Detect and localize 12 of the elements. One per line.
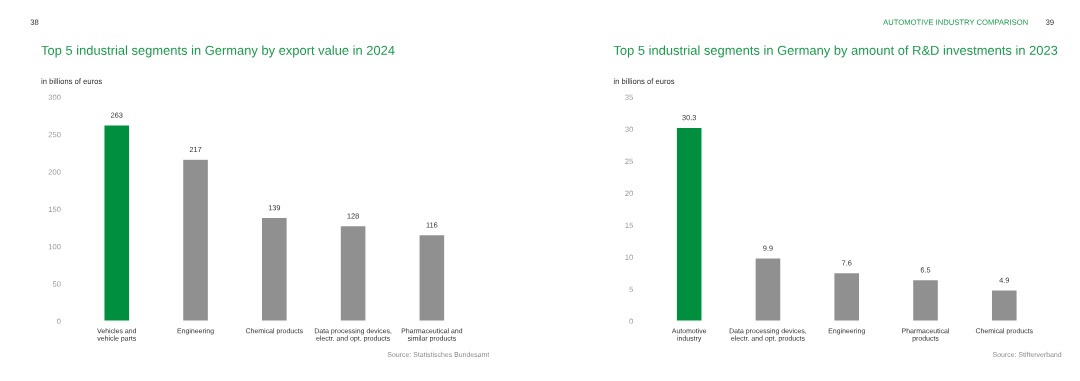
bar — [418, 233, 446, 322]
bar — [675, 126, 703, 322]
bar — [260, 216, 289, 322]
bar — [833, 271, 861, 322]
bar — [754, 257, 782, 322]
bar — [990, 289, 1018, 322]
bar — [181, 158, 210, 322]
bar — [911, 278, 940, 322]
chart-title: Top 5 industrial segments in Germany by export value in 2024 — [41, 45, 395, 58]
bar — [103, 124, 131, 322]
chart-title: Top 5 industrial segments in Germany by amount of R&D investments in 2023 — [613, 45, 1058, 58]
bar — [339, 224, 367, 322]
